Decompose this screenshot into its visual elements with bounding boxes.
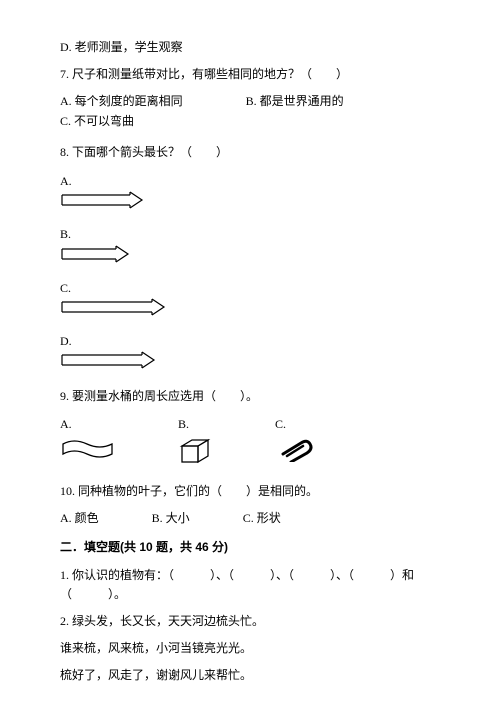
worksheet-page: D. 老师测量，学生观察 7. 尺子和测量纸带对比，有哪些相同的地方？（ ） A… bbox=[0, 0, 500, 714]
question-7-options: A. 每个刻度的距离相同 B. 都是世界通用的 C. 不可以弯曲 bbox=[60, 92, 440, 130]
question-7: 7. 尺子和测量纸带对比，有哪些相同的地方？（ ） bbox=[60, 65, 440, 84]
fill-question-2-line1: 2. 绿头发，长又长，天天河边梳头忙。 bbox=[60, 612, 440, 631]
question-10-options: A. 颜色 B. 大小 C. 形状 bbox=[60, 509, 440, 528]
q9-option-a: A. bbox=[60, 415, 115, 468]
fill-question-2-line3: 梳好了，风走了，谢谢风儿来帮忙。 bbox=[60, 666, 440, 685]
question-9-options: A. B. C. bbox=[60, 415, 440, 472]
q10-option-a: A. 颜色 bbox=[60, 509, 99, 528]
fill-question-1: 1. 你认识的植物有：（ ）、（ ）、（ ）、（ ）和（ ）。 bbox=[60, 566, 440, 604]
q8-d-label: D. bbox=[60, 332, 72, 351]
q8-option-c: C. bbox=[60, 279, 440, 322]
ribbon-icon bbox=[60, 451, 115, 465]
option-d-line: D. 老师测量，学生观察 bbox=[60, 38, 440, 57]
q10-option-b: B. 大小 bbox=[152, 509, 190, 528]
arrow-a-icon bbox=[60, 191, 440, 215]
q9-option-c: C. bbox=[275, 415, 315, 468]
section-2-heading: 二．填空题(共 10 题，共 46 分) bbox=[60, 538, 440, 557]
q8-a-label: A. bbox=[60, 172, 72, 191]
q8-c-label: C. bbox=[60, 279, 71, 298]
question-10: 10. 同种植物的叶子，它们的（ ）是相同的。 bbox=[60, 482, 440, 501]
cube-icon bbox=[178, 455, 212, 469]
arrow-d-icon bbox=[60, 351, 440, 375]
q7-option-c: C. 不可以弯曲 bbox=[60, 112, 134, 131]
question-9: 9. 要测量水桶的周长应选用（ ）。 bbox=[60, 387, 440, 406]
q8-b-label: B. bbox=[60, 225, 71, 244]
arrow-b-icon bbox=[60, 245, 440, 269]
q9-a-label: A. bbox=[60, 415, 115, 434]
q7-option-a: A. 每个刻度的距离相同 bbox=[60, 92, 183, 111]
arrow-c-icon bbox=[60, 298, 440, 322]
q9-b-label: B. bbox=[178, 415, 212, 434]
fill-question-2-line2: 谁来梳，风来梳，小河当镜亮光光。 bbox=[60, 639, 440, 658]
q10-option-c: C. 形状 bbox=[243, 509, 281, 528]
q7-option-b: B. 都是世界通用的 bbox=[246, 92, 344, 111]
q9-c-label: C. bbox=[275, 415, 315, 434]
q9-option-b: B. bbox=[178, 415, 212, 472]
q8-option-a: A. bbox=[60, 172, 440, 215]
question-8: 8. 下面哪个箭头最长？（ ） bbox=[60, 143, 440, 162]
paperclip-icon bbox=[275, 451, 315, 465]
q8-option-d: D. bbox=[60, 332, 440, 375]
q8-option-b: B. bbox=[60, 225, 440, 268]
